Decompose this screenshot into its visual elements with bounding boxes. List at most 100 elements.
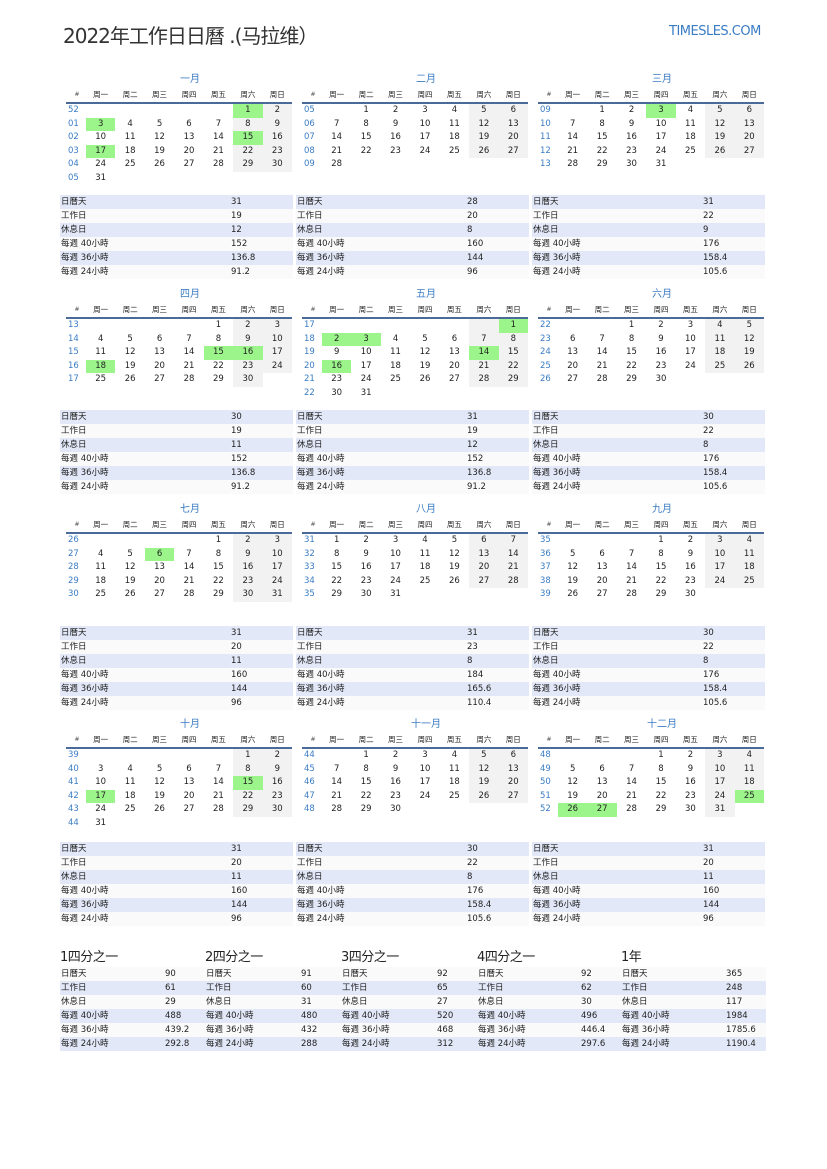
- day-cell[interactable]: 2: [233, 534, 263, 548]
- day-cell[interactable]: 10: [705, 762, 735, 776]
- day-cell[interactable]: 20: [154, 360, 165, 371]
- day-cell[interactable]: 31: [262, 588, 293, 602]
- day-cell[interactable]: 14: [183, 347, 195, 357]
- day-cell[interactable]: 7: [498, 534, 529, 548]
- day-cell[interactable]: 20: [567, 360, 579, 371]
- day-cell[interactable]: 9: [392, 118, 399, 129]
- day-cell[interactable]: 19: [567, 575, 579, 586]
- day-cell[interactable]: 21: [626, 790, 637, 801]
- day-cell[interactable]: 24: [390, 575, 401, 586]
- day-cell[interactable]: 9: [262, 762, 293, 776]
- day-cell[interactable]: 13: [469, 547, 499, 561]
- day-cell[interactable]: 30: [262, 803, 293, 817]
- day-cell[interactable]: 21: [213, 145, 224, 156]
- holiday-day-cell[interactable]: 15: [203, 346, 234, 360]
- holiday-day-cell[interactable]: 2: [321, 332, 352, 346]
- day-cell[interactable]: 29: [331, 589, 343, 599]
- day-cell[interactable]: 14: [626, 562, 637, 572]
- day-cell[interactable]: 6: [451, 333, 458, 344]
- day-cell[interactable]: 15: [626, 347, 637, 357]
- day-cell[interactable]: 23: [390, 145, 401, 156]
- day-cell[interactable]: 12: [567, 562, 579, 572]
- day-cell[interactable]: 28: [213, 159, 224, 169]
- day-cell[interactable]: 20: [183, 790, 195, 801]
- day-cell[interactable]: 6: [734, 104, 765, 118]
- day-cell[interactable]: 18: [449, 777, 460, 787]
- day-cell[interactable]: 8: [215, 548, 222, 559]
- day-cell[interactable]: 30: [233, 373, 263, 387]
- day-cell[interactable]: 1: [333, 535, 340, 545]
- day-cell[interactable]: 14: [183, 562, 195, 572]
- day-cell[interactable]: 10: [360, 347, 372, 357]
- day-cell[interactable]: 21: [498, 561, 529, 575]
- day-cell[interactable]: 12: [469, 762, 499, 776]
- day-cell[interactable]: 10: [655, 118, 667, 129]
- day-cell[interactable]: 18: [449, 132, 460, 142]
- day-cell[interactable]: 17: [419, 777, 431, 787]
- day-cell[interactable]: 12: [567, 777, 579, 787]
- day-cell[interactable]: 18: [734, 776, 765, 790]
- day-cell[interactable]: 21: [331, 145, 343, 156]
- day-cell[interactable]: 6: [599, 548, 605, 559]
- day-cell[interactable]: 3: [97, 763, 104, 774]
- day-cell[interactable]: 5: [569, 763, 576, 774]
- day-cell[interactable]: 12: [154, 777, 165, 787]
- day-cell[interactable]: 22: [213, 360, 224, 371]
- day-cell[interactable]: 24: [419, 145, 431, 156]
- day-cell[interactable]: 30: [390, 804, 401, 814]
- day-cell[interactable]: 20: [734, 131, 765, 145]
- day-cell[interactable]: 15: [655, 777, 667, 787]
- day-cell[interactable]: 28: [331, 804, 343, 814]
- day-cell[interactable]: 19: [469, 776, 499, 790]
- day-cell[interactable]: 16: [655, 347, 667, 357]
- day-cell[interactable]: 6: [156, 333, 163, 344]
- day-cell[interactable]: 28: [213, 804, 224, 814]
- day-cell[interactable]: 1: [363, 105, 369, 115]
- day-cell[interactable]: 4: [127, 763, 133, 774]
- day-cell[interactable]: 14: [626, 777, 637, 787]
- day-cell[interactable]: 13: [567, 347, 579, 357]
- day-cell[interactable]: 30: [331, 387, 343, 398]
- day-cell[interactable]: 19: [734, 346, 765, 360]
- day-cell[interactable]: 7: [215, 763, 222, 774]
- day-cell[interactable]: 12: [705, 117, 735, 131]
- day-cell[interactable]: 2: [687, 535, 694, 545]
- day-cell[interactable]: 28: [183, 589, 195, 599]
- day-cell[interactable]: 19: [419, 360, 431, 371]
- day-cell[interactable]: 2: [392, 105, 399, 115]
- day-cell[interactable]: 9: [233, 332, 263, 346]
- day-cell[interactable]: 30: [685, 589, 696, 599]
- day-cell[interactable]: 16: [685, 562, 696, 572]
- day-cell[interactable]: 4: [734, 749, 765, 763]
- day-cell[interactable]: 5: [451, 535, 458, 545]
- day-cell[interactable]: 13: [734, 117, 765, 131]
- day-cell[interactable]: 4: [451, 750, 458, 760]
- day-cell[interactable]: 2: [233, 319, 263, 333]
- day-cell[interactable]: 27: [154, 374, 165, 384]
- holiday-day-cell[interactable]: 1: [233, 104, 263, 118]
- day-cell[interactable]: 12: [124, 347, 136, 357]
- day-cell[interactable]: 1: [658, 535, 664, 545]
- day-cell[interactable]: 2: [392, 750, 399, 760]
- holiday-day-cell[interactable]: 3: [646, 104, 676, 118]
- day-cell[interactable]: 6: [498, 749, 529, 763]
- day-cell[interactable]: 5: [422, 333, 428, 344]
- day-cell[interactable]: 18: [419, 562, 431, 572]
- day-cell[interactable]: 29: [596, 159, 608, 169]
- day-cell[interactable]: 13: [498, 117, 529, 131]
- day-cell[interactable]: 28: [498, 574, 529, 588]
- day-cell[interactable]: 11: [124, 132, 136, 142]
- day-cell[interactable]: 28: [596, 374, 608, 384]
- day-cell[interactable]: 24: [419, 790, 431, 801]
- day-cell[interactable]: 23: [262, 144, 293, 158]
- day-cell[interactable]: 7: [333, 118, 340, 129]
- day-cell[interactable]: 8: [498, 332, 529, 346]
- day-cell[interactable]: 19: [567, 790, 579, 801]
- day-cell[interactable]: 29: [626, 374, 637, 384]
- day-cell[interactable]: 12: [124, 562, 136, 572]
- day-cell[interactable]: 21: [183, 360, 195, 371]
- day-cell[interactable]: 1: [363, 750, 369, 760]
- day-cell[interactable]: 15: [655, 562, 667, 572]
- day-cell[interactable]: 15: [498, 346, 529, 360]
- day-cell[interactable]: 19: [154, 145, 165, 156]
